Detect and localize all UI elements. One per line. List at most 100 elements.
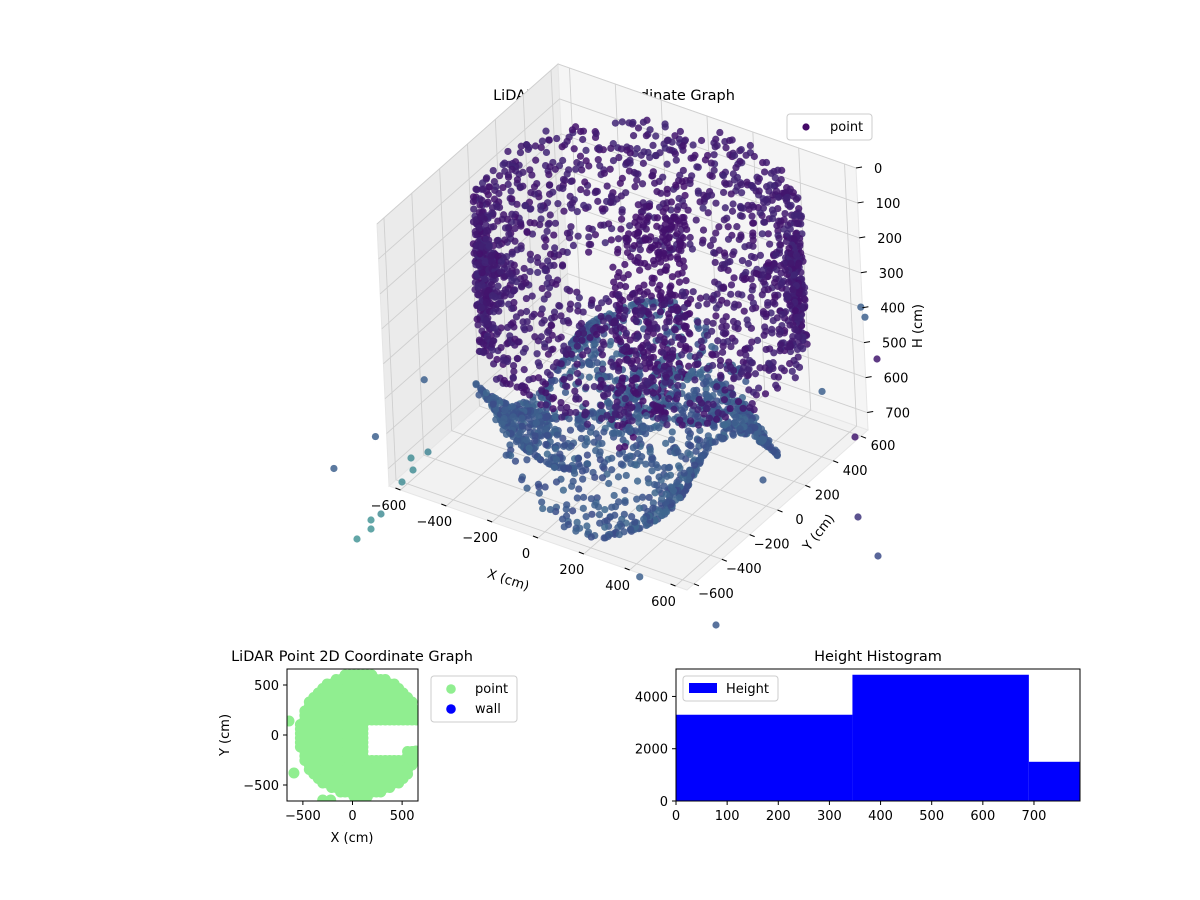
point-3d [615, 530, 623, 539]
point-3d [766, 240, 774, 248]
point-3d [621, 306, 629, 314]
point-3d [628, 513, 636, 521]
point-3d [607, 192, 616, 200]
point-3d [719, 342, 727, 350]
point-3d [573, 342, 581, 350]
point-3d [566, 426, 575, 434]
point-3d [715, 223, 723, 231]
point-3d [626, 293, 634, 302]
point-3d [629, 444, 637, 452]
point-3d [557, 333, 565, 341]
point-3d [639, 397, 647, 405]
point-3d [795, 290, 803, 298]
point-3d [721, 386, 729, 394]
point-3d [764, 195, 772, 203]
h-tick-mark [867, 411, 874, 414]
point-3d [579, 493, 588, 501]
point-3d [538, 498, 546, 506]
point-3d [786, 225, 794, 233]
point-3d [507, 187, 515, 195]
point-3d [596, 383, 604, 391]
point-3d [791, 374, 799, 382]
point-3d [637, 384, 645, 392]
point-3d [710, 248, 718, 257]
point-3d [548, 321, 556, 330]
point-3d [533, 350, 541, 358]
point-3d [537, 333, 545, 341]
x-tick-label: 400 [605, 579, 630, 594]
point-3d [765, 187, 773, 195]
point-3d [784, 278, 792, 286]
point-3d [539, 504, 547, 513]
point-3d [488, 204, 497, 212]
outlier-point-3d [398, 478, 406, 486]
point-3d [551, 413, 560, 421]
point-3d [674, 203, 682, 211]
point-3d [523, 484, 531, 492]
point-3d [781, 210, 789, 218]
point-3d [607, 358, 615, 366]
point-3d [531, 142, 540, 150]
point-3d [493, 355, 501, 364]
point-3d [712, 312, 720, 320]
point-3d [724, 266, 732, 274]
point-3d [709, 400, 717, 409]
point-3d [481, 259, 489, 267]
point-3d [711, 438, 719, 446]
point-3d [621, 486, 629, 494]
plot-3d-zlabel: H (cm) [911, 304, 926, 348]
point-3d [777, 241, 785, 249]
x-tick-label: 0 [522, 547, 530, 562]
point-3d [721, 204, 729, 212]
y-tick-label: 0 [271, 729, 279, 744]
point-3d [501, 286, 510, 294]
outlier-point-3d [854, 513, 862, 521]
point-3d [605, 399, 614, 407]
plot-hist-title: Height Histogram [814, 649, 942, 665]
point-3d [730, 176, 738, 184]
point-3d [608, 503, 616, 511]
point-3d [723, 214, 731, 222]
point-3d [482, 389, 490, 397]
x-tick-label: −600 [371, 499, 407, 514]
h-tick-label: 600 [884, 372, 909, 387]
plot-2d-points [287, 669, 418, 801]
point-3d [653, 222, 661, 230]
point-3d [737, 145, 745, 154]
point-3d [469, 193, 478, 201]
point-3d [639, 118, 647, 126]
point-3d [728, 136, 736, 144]
point-3d [636, 246, 644, 254]
point-3d [542, 127, 550, 135]
point-3d [513, 246, 521, 254]
point-3d [616, 411, 624, 419]
point-3d [477, 213, 485, 221]
point-3d [576, 462, 584, 471]
point-3d [590, 438, 598, 446]
point-3d [603, 182, 611, 190]
point-3d [579, 351, 587, 359]
point-3d [783, 294, 791, 302]
point-3d [685, 433, 694, 441]
point-3d [693, 360, 701, 369]
plot-hist: Height Histogram 0 100 200 300 400 500 600 7000… [635, 649, 1081, 824]
point-3d [575, 294, 583, 302]
point-3d [525, 376, 533, 384]
point-3d [511, 457, 520, 465]
point-3d [663, 185, 671, 193]
point-3d [768, 206, 777, 214]
point-3d [603, 411, 611, 419]
point-3d [766, 345, 774, 353]
point-3d [671, 132, 679, 140]
point-3d [558, 261, 567, 269]
point-3d [546, 384, 554, 392]
outlier-point-3d [409, 466, 417, 474]
point-3d [549, 405, 557, 413]
point-3d [674, 391, 682, 399]
point-3d [504, 171, 512, 179]
point-3d [764, 259, 773, 267]
point-3d [591, 188, 599, 197]
point-3d [680, 303, 688, 312]
point-3d [585, 373, 593, 381]
point-3d [545, 336, 553, 344]
